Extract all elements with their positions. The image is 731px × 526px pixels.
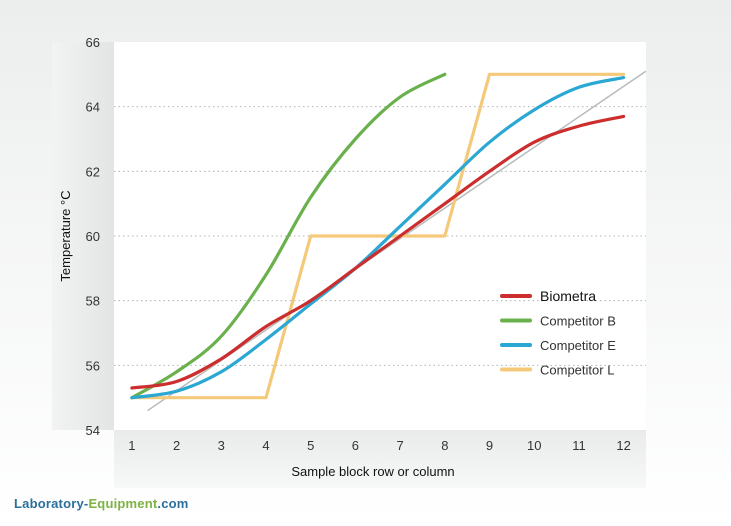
x-tick-11: 11 [572,438,586,453]
legend-label-competitor-l: Competitor L [540,363,614,378]
y-tick-56: 56 [86,358,100,373]
x-tick-12: 12 [616,438,630,453]
series-line-biometra [130,114,626,390]
x-tick-2: 2 [173,438,180,453]
watermark-part-3: .com [157,496,189,511]
y-tick-54: 54 [86,423,100,438]
series-group [130,72,626,400]
x-tick-5: 5 [307,438,314,453]
legend-label-biometra: Biometra [540,288,596,304]
x-tick-9: 9 [486,438,493,453]
y-tick-64: 64 [86,100,100,115]
x-tick-3: 3 [218,438,225,453]
x-axis-band [114,430,646,488]
x-tick-7: 7 [397,438,404,453]
watermark-part-2: Equipment [88,496,158,511]
y-tick-62: 62 [86,164,100,179]
legend-label-competitor-b: Competitor B [540,314,616,329]
x-axis-title: Sample block row or column [291,464,454,479]
y-tick-58: 58 [86,294,100,309]
x-tick-1: 1 [128,438,135,453]
y-tick-labels: 54 56 58 60 62 64 66 [86,35,100,438]
x-tick-10: 10 [527,438,541,453]
legend-label-competitor-e: Competitor E [540,338,616,353]
y-tick-66: 66 [86,35,100,50]
y-tick-60: 60 [86,229,100,244]
x-tick-labels: 1 2 3 4 5 6 7 8 9 10 11 12 [128,438,631,453]
series-line-competitor-b [130,72,447,400]
x-tick-4: 4 [262,438,269,453]
series-line-competitor-e [130,76,626,400]
x-tick-6: 6 [352,438,359,453]
site-watermark: Laboratory-Equipment.com [14,496,189,511]
legend: Biometra Competitor B Competitor E Competit… [500,288,616,378]
y-axis-band [52,42,114,430]
watermark-part-1: Laboratory- [14,496,89,511]
series-line-competitor-l [130,72,626,400]
y-axis-title: Temperature °C [58,190,73,281]
x-tick-8: 8 [441,438,448,453]
